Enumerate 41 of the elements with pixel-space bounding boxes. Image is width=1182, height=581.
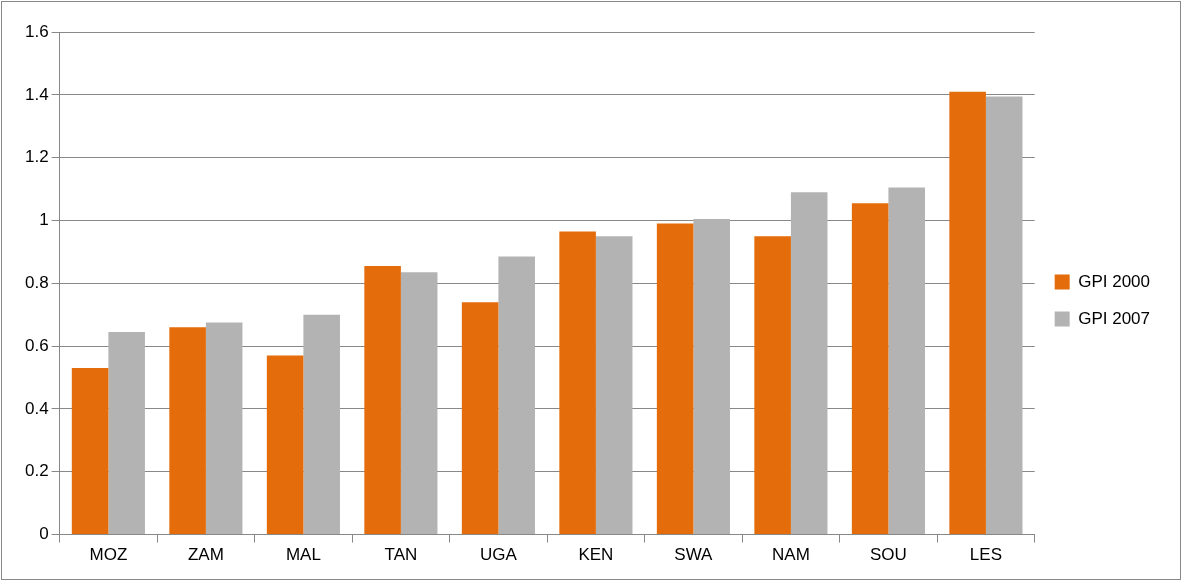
x-tick-label: SOU <box>870 545 907 565</box>
bar <box>205 322 243 535</box>
y-tick-label: 0.8 <box>24 272 49 292</box>
y-tick-label: 0.6 <box>24 335 49 355</box>
legend-label: GPI 2000 <box>1078 271 1150 291</box>
x-tick-label: UGA <box>479 545 518 565</box>
bar <box>693 218 730 535</box>
bar <box>595 236 633 535</box>
legend-label: GPI 2007 <box>1078 308 1150 328</box>
x-tick-label: KEN <box>578 545 614 565</box>
bar <box>888 187 925 535</box>
bar <box>559 231 596 535</box>
bar <box>303 314 340 535</box>
x-tick-label: MOZ <box>89 545 128 565</box>
bar <box>108 331 145 535</box>
bar <box>949 91 986 535</box>
y-tick-label: 0 <box>39 524 49 544</box>
y-tick-label: 0.4 <box>24 398 49 418</box>
bar <box>851 203 889 535</box>
bar <box>71 368 109 535</box>
bar <box>656 223 694 535</box>
bar <box>364 266 401 535</box>
x-tick-label: NAM <box>772 545 810 565</box>
bar <box>790 192 828 535</box>
bar <box>461 302 499 535</box>
bar <box>498 256 535 535</box>
bar <box>400 272 438 535</box>
y-tick-label: 1.2 <box>24 147 49 167</box>
y-tick-label: 0.2 <box>24 461 49 481</box>
bar <box>985 96 1023 535</box>
x-tick-label: SWA <box>674 545 714 565</box>
x-tick-label: MAL <box>285 545 321 565</box>
bar <box>754 236 791 535</box>
y-tick-label: 1.4 <box>24 84 49 104</box>
y-tick-label: 1.6 <box>24 21 49 41</box>
x-tick-label: LES <box>969 545 1002 565</box>
x-tick-label: TAN <box>384 545 418 565</box>
y-tick-label: 1 <box>39 210 49 230</box>
bar <box>266 355 304 535</box>
x-tick-label: ZAM <box>187 545 224 565</box>
bar <box>169 327 206 535</box>
